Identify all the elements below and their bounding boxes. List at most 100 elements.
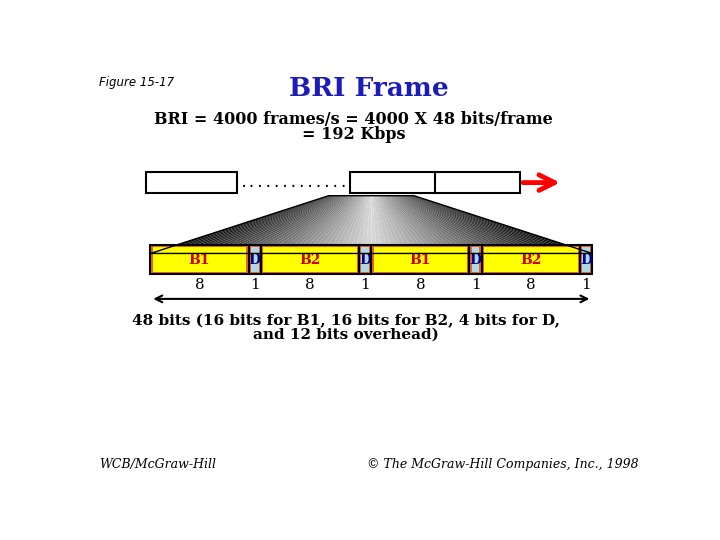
Polygon shape	[322, 195, 363, 253]
Polygon shape	[272, 195, 354, 253]
Polygon shape	[405, 195, 548, 253]
Polygon shape	[250, 195, 349, 253]
Polygon shape	[387, 195, 459, 253]
Polygon shape	[412, 195, 587, 253]
Text: D: D	[469, 253, 482, 267]
Polygon shape	[222, 195, 343, 253]
Text: B1: B1	[189, 253, 210, 267]
Polygon shape	[333, 195, 365, 253]
Text: 1: 1	[250, 278, 260, 292]
Text: and 12 bits overhead): and 12 bits overhead)	[253, 328, 438, 342]
Polygon shape	[379, 195, 415, 253]
Text: Figure 15-17: Figure 15-17	[99, 76, 174, 89]
Text: B1: B1	[410, 253, 431, 267]
Text: 8: 8	[305, 278, 315, 292]
Bar	[150, 245, 593, 274]
Polygon shape	[338, 195, 366, 253]
Text: Frame 4000: Frame 4000	[150, 176, 233, 189]
Polygon shape	[398, 195, 515, 253]
Polygon shape	[386, 195, 454, 253]
Polygon shape	[289, 195, 356, 253]
Polygon shape	[372, 195, 377, 253]
Text: BRI = 4000 frames/s = 4000 X 48 bits/frame: BRI = 4000 frames/s = 4000 X 48 bits/fra…	[154, 111, 553, 128]
Polygon shape	[383, 195, 438, 253]
Polygon shape	[316, 195, 361, 253]
Text: .............: .............	[240, 176, 348, 190]
Polygon shape	[211, 195, 341, 253]
Text: 48 bits (16 bits for B1, 16 bits for B2, 4 bits for D,: 48 bits (16 bits for B1, 16 bits for B2,…	[132, 314, 559, 328]
Polygon shape	[397, 195, 509, 253]
Polygon shape	[310, 195, 361, 253]
Polygon shape	[194, 195, 338, 253]
Text: = 192 Kbps: = 192 Kbps	[302, 126, 405, 144]
Bar	[582, 247, 590, 272]
Polygon shape	[360, 195, 370, 253]
Text: 1: 1	[471, 278, 480, 292]
Polygon shape	[343, 195, 367, 253]
Bar	[361, 247, 369, 272]
Polygon shape	[374, 195, 393, 253]
Text: D: D	[580, 253, 592, 267]
Text: © The McGraw-Hill Companies, Inc., 1998: © The McGraw-Hill Companies, Inc., 1998	[367, 458, 639, 471]
Polygon shape	[349, 195, 368, 253]
Polygon shape	[377, 195, 405, 253]
Polygon shape	[384, 195, 443, 253]
Polygon shape	[184, 195, 336, 253]
Polygon shape	[410, 195, 581, 253]
Polygon shape	[396, 195, 504, 253]
Polygon shape	[409, 195, 570, 253]
Bar	[350, 172, 520, 193]
Polygon shape	[405, 195, 554, 253]
Bar	[264, 247, 356, 272]
Polygon shape	[388, 195, 465, 253]
Text: BRI Frame: BRI Frame	[289, 76, 449, 102]
Polygon shape	[228, 195, 345, 253]
Text: B2: B2	[300, 253, 320, 267]
Text: Frame 1: Frame 1	[449, 176, 505, 189]
Polygon shape	[394, 195, 492, 253]
Polygon shape	[408, 195, 564, 253]
Polygon shape	[266, 195, 352, 253]
Polygon shape	[376, 195, 399, 253]
Polygon shape	[156, 195, 330, 253]
Polygon shape	[382, 195, 432, 253]
Polygon shape	[189, 195, 337, 253]
Polygon shape	[381, 195, 426, 253]
Bar	[472, 247, 480, 272]
Polygon shape	[390, 195, 471, 253]
Polygon shape	[400, 195, 526, 253]
Polygon shape	[355, 195, 369, 253]
Bar	[374, 247, 467, 272]
Text: 8: 8	[526, 278, 536, 292]
Polygon shape	[372, 195, 382, 253]
Polygon shape	[277, 195, 354, 253]
Bar	[145, 172, 238, 193]
Polygon shape	[327, 195, 364, 253]
Polygon shape	[378, 195, 410, 253]
Polygon shape	[407, 195, 559, 253]
Bar	[484, 247, 577, 272]
Text: WCB/McGraw-Hill: WCB/McGraw-Hill	[99, 458, 216, 471]
Polygon shape	[399, 195, 521, 253]
Text: D: D	[248, 253, 261, 267]
Polygon shape	[385, 195, 449, 253]
Polygon shape	[261, 195, 351, 253]
Polygon shape	[395, 195, 498, 253]
Polygon shape	[217, 195, 343, 253]
Text: 1: 1	[360, 278, 370, 292]
Polygon shape	[366, 195, 372, 253]
Polygon shape	[380, 195, 421, 253]
Polygon shape	[305, 195, 359, 253]
Text: Frame 2: Frame 2	[364, 176, 420, 189]
Polygon shape	[239, 195, 347, 253]
Polygon shape	[402, 195, 537, 253]
Polygon shape	[178, 195, 335, 253]
Bar	[251, 247, 258, 272]
Polygon shape	[392, 195, 487, 253]
Polygon shape	[374, 195, 388, 253]
Polygon shape	[401, 195, 531, 253]
Polygon shape	[167, 195, 333, 253]
Polygon shape	[173, 195, 334, 253]
Bar	[153, 247, 246, 272]
Polygon shape	[150, 195, 330, 253]
